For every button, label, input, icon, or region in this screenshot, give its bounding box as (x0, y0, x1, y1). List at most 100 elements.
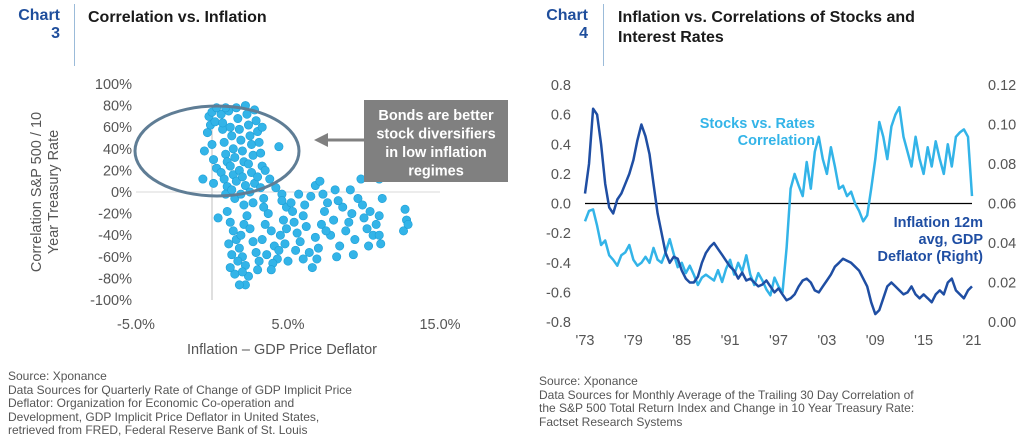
scatter-point (243, 159, 253, 169)
chart3-y-tick-label: -60% (98, 250, 132, 266)
chart3-y-tick-label: -20% (98, 207, 132, 223)
scatter-point (286, 198, 296, 208)
scatter-point (256, 148, 266, 158)
scatter-point (234, 243, 244, 253)
scatter-point (399, 226, 409, 236)
scatter-point (345, 185, 355, 195)
scatter-point (236, 230, 246, 240)
chart4-right-tick-label: 0.12 (988, 78, 1016, 94)
scatter-point (243, 120, 253, 130)
scatter-point (245, 131, 255, 141)
chart3-callout-arrow-head (314, 133, 328, 147)
scatter-point (277, 196, 287, 206)
scatter-point (219, 174, 229, 184)
scatter-point (318, 189, 328, 199)
scatter-point (341, 226, 351, 236)
scatter-point (209, 155, 219, 165)
chart3-callout-text: Bonds are better (378, 108, 494, 124)
scatter-point (376, 239, 386, 249)
chart3-x-tick-label: -5.0% (117, 317, 155, 333)
scatter-point (233, 114, 243, 124)
chart4-x-tick-label: '91 (721, 333, 740, 349)
chart4-right-tick-label: 0.10 (988, 118, 1016, 134)
chart4-x-tick-label: '79 (624, 333, 643, 349)
scatter-point (222, 206, 232, 216)
chart3-callout-box (364, 100, 508, 182)
scatter-point (219, 137, 229, 147)
chart4-x-tick-label: '85 (672, 333, 691, 349)
chart4-x-tick-label: '03 (817, 333, 836, 349)
scatter-point (218, 118, 228, 128)
scatter-point (357, 200, 367, 210)
chart4-left-tick-label: 0.4 (551, 137, 571, 153)
scatter-point (228, 226, 238, 236)
scatter-point (347, 209, 357, 219)
chart4-right-tick-label: 0.00 (988, 315, 1016, 331)
scatter-point (262, 250, 272, 260)
scatter-point (234, 124, 244, 134)
chart4-inflation-annotation: Inflation 12m (894, 215, 983, 231)
scatter-point (199, 146, 209, 156)
scatter-point (227, 185, 237, 195)
scatter-point (260, 165, 270, 175)
chart3-y-tick-label: 100% (95, 77, 132, 93)
scatter-point (233, 256, 243, 266)
scatter-point (306, 191, 316, 201)
scatter-point (291, 245, 301, 255)
scatter-point (257, 235, 267, 245)
scatter-point (253, 265, 263, 275)
chart4-inflation-annotation: Deflator (Right) (877, 249, 983, 265)
scatter-point (356, 174, 366, 184)
chart3-plot: 100% 80% 60% 40% 20% 0% -20% -40% -60% -80% -100% -… (29, 77, 508, 358)
scatter-point (365, 206, 375, 216)
scatter-point (243, 271, 253, 281)
scatter-point (263, 209, 273, 219)
chart4-left-tick-label: -0.6 (546, 285, 571, 301)
scatter-point (207, 139, 217, 149)
scatter-point (239, 219, 249, 229)
scatter-point (254, 137, 264, 147)
chart4-x-tick-label: '97 (769, 333, 788, 349)
scatter-point (245, 224, 255, 234)
scatter-point (240, 181, 250, 191)
scatter-point (236, 135, 246, 145)
scatter-point (332, 252, 342, 262)
chart4-x-tick-label: '15 (914, 333, 933, 349)
chart3-y-tick-label: 20% (103, 163, 132, 179)
scatter-point (266, 226, 276, 236)
scatter-point (259, 193, 269, 203)
chart4-number: Chart 4 (546, 7, 588, 42)
scatter-point (221, 149, 231, 159)
scatter-point (266, 265, 276, 275)
scatter-point (257, 122, 267, 132)
scatter-point (253, 172, 263, 182)
scatter-point (275, 230, 285, 240)
chart3-callout-text: stock diversifiers (376, 127, 495, 143)
scatter-point (234, 280, 244, 290)
scatter-point (248, 150, 258, 160)
chart3-y-tick-label: -80% (98, 271, 132, 287)
scatter-point (362, 224, 372, 234)
scatter-point (292, 228, 302, 238)
scatter-point (198, 174, 208, 184)
scatter-point (283, 256, 293, 266)
chart4-x-tick-label: '09 (866, 333, 885, 349)
scatter-point (307, 263, 317, 273)
scatter-point (344, 217, 354, 227)
scatter-point (225, 263, 235, 273)
chart4-correlation-annotation: Stocks vs. Rates (700, 116, 815, 132)
scatter-point (348, 250, 358, 260)
scatter-point (281, 224, 291, 234)
scatter-point (289, 217, 299, 227)
scatter-point (364, 241, 374, 251)
scatter-point (323, 198, 333, 208)
chart3-x-tick-label: 5.0% (271, 317, 304, 333)
scatter-point (213, 213, 223, 223)
chart3-title: Correlation vs. Inflation (88, 9, 267, 26)
chart4-correlation-annotation: Correlation (738, 133, 815, 149)
scatter-point (251, 116, 261, 126)
scatter-point (330, 185, 340, 195)
scatter-point (374, 211, 384, 221)
chart4-separator (603, 4, 604, 66)
scatter-point (237, 172, 247, 182)
